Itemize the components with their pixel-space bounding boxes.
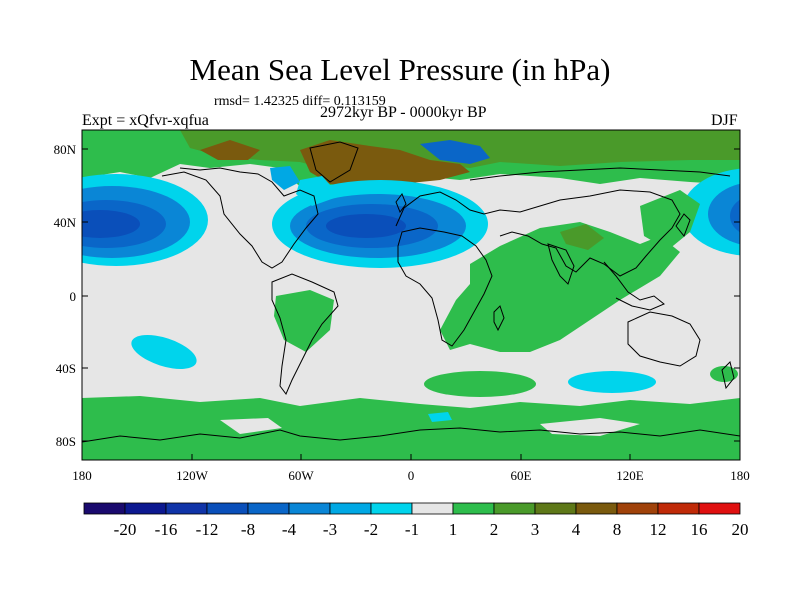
north-pacific-low-east-inner	[730, 199, 740, 233]
colorbar-swatch	[657, 502, 700, 515]
lat-label-0: 0	[70, 289, 77, 304]
south-pacific-low	[131, 335, 197, 369]
colorbar-label: -4	[282, 520, 297, 539]
experiment-label: Expt = xQfvr-xqfua	[82, 112, 209, 129]
lat-label-80n: 80N	[54, 142, 77, 157]
coastlines	[82, 141, 740, 443]
east-asia-positive	[640, 190, 700, 250]
colorbar-label: -1	[405, 520, 419, 539]
colorbar-label: 1	[449, 520, 458, 539]
colorbar-label: 12	[650, 520, 667, 539]
arctic-peak-positive-west	[200, 140, 260, 160]
lon-label-180e: 180	[730, 468, 750, 483]
colorbar-label: -16	[155, 520, 178, 539]
longitude-axis: 180 120W 60W 0 60E 120E 180	[72, 454, 750, 483]
colorbar: -20 -16 -12 -8 -4 -3 -2 -1 1 2 3 4 8 12 16 20	[83, 502, 749, 539]
lon-label-120e: 120E	[616, 468, 644, 483]
indian-ocean-positive	[440, 222, 680, 352]
colorbar-swatch	[206, 502, 249, 515]
season-label: DJF	[711, 112, 738, 129]
south-atlantic-positive	[424, 371, 536, 397]
latitude-axis: 80N 40N 0 40S 80S	[54, 142, 740, 449]
north-atlantic-arm	[296, 176, 340, 206]
arctic-negative-pocket	[420, 140, 490, 164]
lon-label-60w: 60W	[288, 468, 314, 483]
colorbar-swatch	[247, 502, 290, 515]
time-period-label: 2972kyr BP - 0000kyr BP	[320, 104, 487, 121]
south-indian-low	[568, 371, 656, 393]
southern-ocean-positive	[82, 396, 740, 460]
colorbar-label: 3	[531, 520, 540, 539]
colorbar-swatch	[616, 502, 659, 515]
north-atlantic-low-core	[326, 214, 406, 238]
colorbar-swatch	[493, 502, 536, 515]
antarctic-low-pocket	[428, 412, 452, 422]
colorbar-swatch	[575, 502, 618, 515]
pressure-anomaly-field	[82, 130, 740, 460]
colorbar-label: -3	[323, 520, 337, 539]
lon-label-120w: 120W	[176, 468, 209, 483]
lon-label-0: 0	[408, 468, 415, 483]
antarctic-gap-2	[540, 418, 640, 436]
north-pacific-low-east-mid	[708, 183, 740, 245]
australia-coast	[627, 311, 701, 367]
colorbar-swatch	[698, 502, 741, 515]
colorbar-label: -12	[196, 520, 219, 539]
colorbar-label: -20	[114, 520, 137, 539]
rmsd-diff-stats: rmsd= 1.42325 diff= 0.113159	[214, 94, 386, 109]
lat-label-40s: 40S	[56, 361, 76, 376]
tasman-positive	[710, 366, 738, 382]
south-america-positive	[274, 290, 334, 352]
north-america-coast	[161, 167, 319, 269]
south-america-coast	[271, 273, 339, 395]
new-zealand-coast	[721, 361, 735, 390]
greenland-coast	[309, 141, 359, 183]
siberia-arctic-coast	[469, 167, 731, 181]
arabia-positive	[560, 224, 604, 250]
antarctica-coast	[82, 427, 740, 443]
colorbar-swatch	[165, 502, 208, 515]
arctic-peak-positive	[300, 140, 470, 188]
arctic-negative-pocket-small	[270, 166, 300, 190]
colorbar-swatch	[329, 502, 372, 515]
india-coast	[547, 243, 575, 285]
north-pacific-low-west-core	[82, 210, 140, 238]
colorbar-swatch	[124, 502, 167, 515]
madagascar-coast	[493, 305, 505, 332]
africa-coast	[397, 227, 493, 347]
plot-title: Mean Sea Level Pressure (in hPa)	[189, 52, 611, 87]
lon-label-60e: 60E	[511, 468, 532, 483]
colorbar-swatch	[534, 502, 577, 515]
southeast-asia-coast	[603, 261, 665, 311]
colorbar-swatch	[452, 502, 495, 515]
uk-coast	[395, 192, 407, 214]
colorbar-label: 16	[691, 520, 708, 539]
lat-label-40n: 40N	[54, 215, 77, 230]
colorbar-label: -2	[364, 520, 378, 539]
colorbar-label: 8	[613, 520, 622, 539]
colorbar-label: 2	[490, 520, 499, 539]
europe-asia-coast	[395, 189, 681, 277]
colorbar-label: 20	[732, 520, 749, 539]
colorbar-swatch	[288, 502, 331, 515]
antarctic-gap-1	[220, 418, 282, 434]
lon-label-180w: 180	[72, 468, 92, 483]
lat-label-80s: 80S	[56, 434, 76, 449]
colorbar-swatch	[411, 502, 454, 515]
colorbar-swatch	[370, 502, 413, 515]
colorbar-label: 4	[572, 520, 581, 539]
japan-coast	[675, 213, 691, 237]
colorbar-swatch	[83, 502, 126, 515]
colorbar-label: -8	[241, 520, 255, 539]
